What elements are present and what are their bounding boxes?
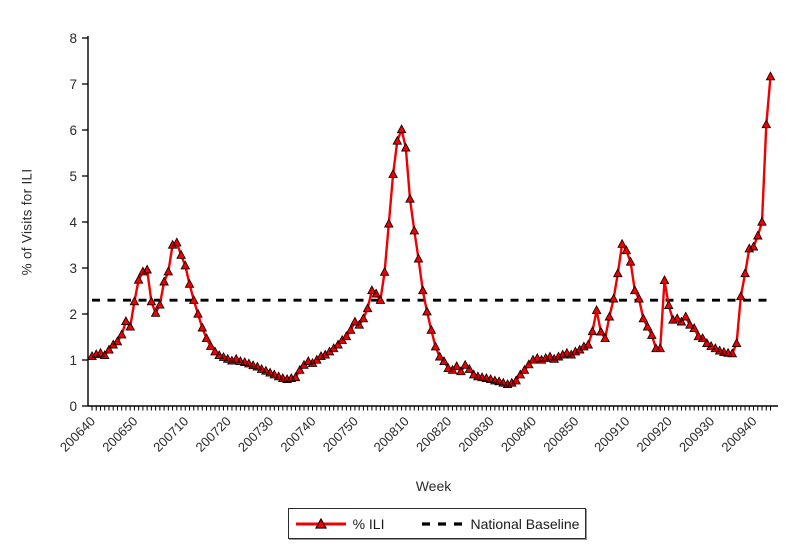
legend-baseline-dash-sample bbox=[422, 518, 467, 530]
legend-baseline-label: National Baseline bbox=[470, 515, 580, 532]
y-tick-label: 8 bbox=[69, 31, 77, 46]
legend-ili-label: % ILI bbox=[352, 515, 385, 532]
y-tick-label: 4 bbox=[69, 215, 77, 230]
y-axis: 0 1 2 3 4 5 6 7 8 bbox=[69, 31, 89, 414]
x-axis-title: Week bbox=[415, 478, 452, 494]
y-tick-label: 2 bbox=[69, 307, 77, 322]
y-tick-label: 5 bbox=[69, 169, 77, 184]
y-tick-label: 0 bbox=[69, 399, 77, 414]
y-axis-title: % of Visits for ILI bbox=[19, 168, 35, 276]
y-tick-label: 3 bbox=[69, 261, 77, 276]
y-tick-label: 1 bbox=[69, 353, 77, 368]
legend-ili-line-marker-sample bbox=[295, 517, 347, 530]
legend: % ILI National Baseline bbox=[288, 508, 586, 539]
ili-series-markers bbox=[87, 71, 776, 389]
y-tick-label: 6 bbox=[69, 123, 77, 138]
y-tick-label: 7 bbox=[69, 77, 77, 92]
